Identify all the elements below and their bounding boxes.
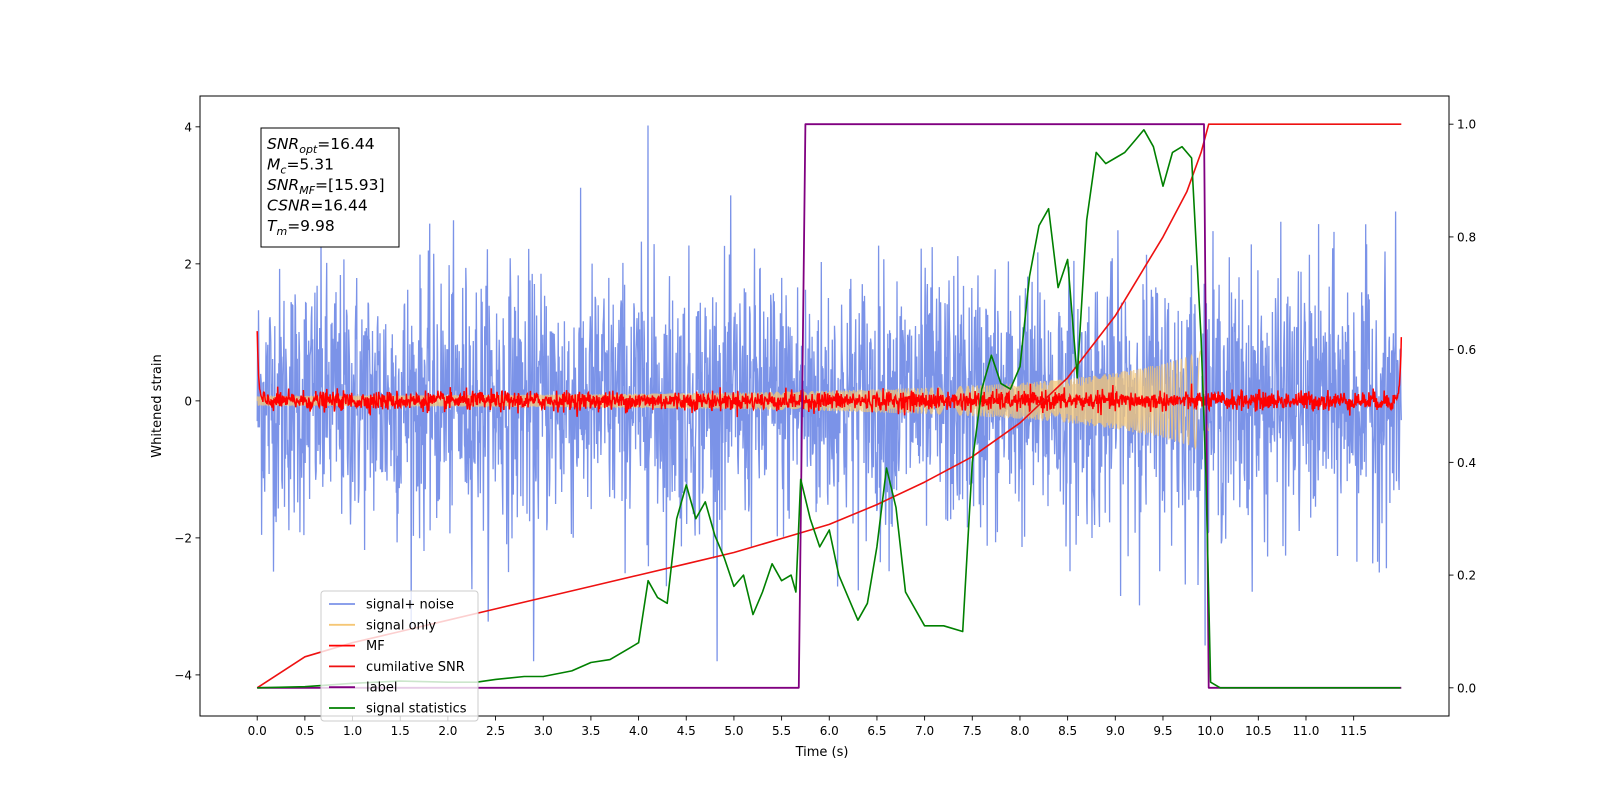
- annotation-line: Tm=9.98: [267, 217, 335, 238]
- series-signal-statistics-line: [257, 129, 1401, 689]
- legend-label: signal only: [366, 618, 436, 633]
- legend-label: label: [366, 681, 397, 696]
- annotation-line: SNRMF=[15.93]: [267, 176, 385, 197]
- y-left-tick-label: −2: [174, 531, 192, 545]
- legend-label: signal+ noise: [366, 598, 454, 613]
- x-tick-label: 1.5: [391, 724, 410, 738]
- x-tick-label: 9.0: [1106, 724, 1125, 738]
- legend: signal+ noise signal only MF cumilative SNR…: [320, 590, 479, 722]
- x-tick-label: 1.0: [343, 724, 362, 738]
- x-tick-label: 6.0: [820, 724, 839, 738]
- y-axis-label: Whitened strain: [150, 354, 165, 457]
- y-left-tick-label: −4: [174, 668, 192, 682]
- annotation-line: SNRopt=16.44: [267, 135, 375, 156]
- y-axis-right: 0.0 0.2 0.4 0.6 0.8 1.0: [1449, 118, 1476, 695]
- y-right-tick-label: 0.8: [1457, 230, 1476, 244]
- x-tick-label: 7.5: [963, 724, 982, 738]
- x-tick-label: 11.0: [1293, 724, 1320, 738]
- y-right-tick-label: 0.0: [1457, 681, 1476, 695]
- x-tick-label: 4.0: [629, 724, 648, 738]
- x-tick-label: 4.5: [677, 724, 696, 738]
- y-right-tick-label: 0.4: [1457, 456, 1476, 470]
- y-right-tick-label: 0.6: [1457, 343, 1476, 357]
- annotation-line: Mc=5.31: [267, 156, 334, 177]
- x-tick-label: 11.5: [1340, 724, 1367, 738]
- y-left-tick-label: 0: [184, 394, 192, 408]
- legend-frame: [320, 590, 479, 722]
- x-tick-label: 8.5: [1058, 724, 1077, 738]
- series-mf-line: [256, 331, 1403, 418]
- x-axis: 0.0 0.5 1.0 1.5 2.0 2.5 3.0 3.5 4.0 4.5 5.0 5.5 6.0 6…: [248, 716, 1367, 738]
- x-tick-label: 5.5: [772, 724, 791, 738]
- y-right-tick-label: 0.2: [1457, 569, 1476, 583]
- x-tick-label: 3.5: [581, 724, 600, 738]
- x-tick-label: 3.0: [534, 724, 553, 738]
- legend-label: cumilative SNR: [366, 660, 465, 675]
- annotation-box: SNRopt=16.44Mc=5.31SNRMF=[15.93]CSNR=16.…: [260, 127, 400, 248]
- x-tick-label: 10.0: [1197, 724, 1224, 738]
- x-tick-label: 8.0: [1010, 724, 1029, 738]
- legend-label: signal statistics: [366, 702, 467, 717]
- x-tick-label: 5.0: [724, 724, 743, 738]
- x-axis-label: Time (s): [795, 745, 849, 760]
- legend-label: MF: [366, 639, 385, 654]
- annotation-frame: [260, 127, 400, 248]
- plot-frame: [199, 95, 1450, 717]
- y-left-tick-label: 2: [184, 257, 192, 271]
- y-right-tick-label: 1.0: [1457, 118, 1476, 132]
- x-tick-label: 9.5: [1153, 724, 1172, 738]
- y-left-tick-label: 4: [184, 120, 192, 134]
- x-tick-label: 0.0: [248, 724, 267, 738]
- x-tick-label: 2.0: [438, 724, 457, 738]
- x-tick-label: 7.0: [915, 724, 934, 738]
- x-tick-label: 2.5: [486, 724, 505, 738]
- series-signal-noise-line: [256, 125, 1402, 662]
- annotation-line: CSNR=16.44: [267, 197, 368, 215]
- y-axis-left: −4 −2 0 2 4: [174, 120, 200, 682]
- x-tick-label: 10.5: [1245, 724, 1272, 738]
- x-tick-label: 6.5: [867, 724, 886, 738]
- x-tick-label: 0.5: [295, 724, 314, 738]
